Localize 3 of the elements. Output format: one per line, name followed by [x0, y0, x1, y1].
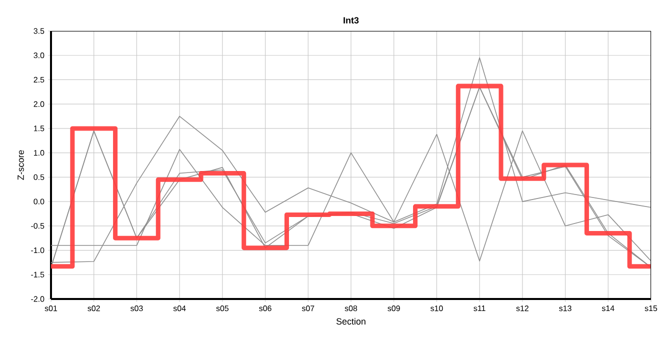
x-axis-title: Section — [336, 318, 366, 325]
chart-title: Int3 — [344, 17, 359, 24]
y-axis-title: Z-score — [18, 150, 24, 180]
